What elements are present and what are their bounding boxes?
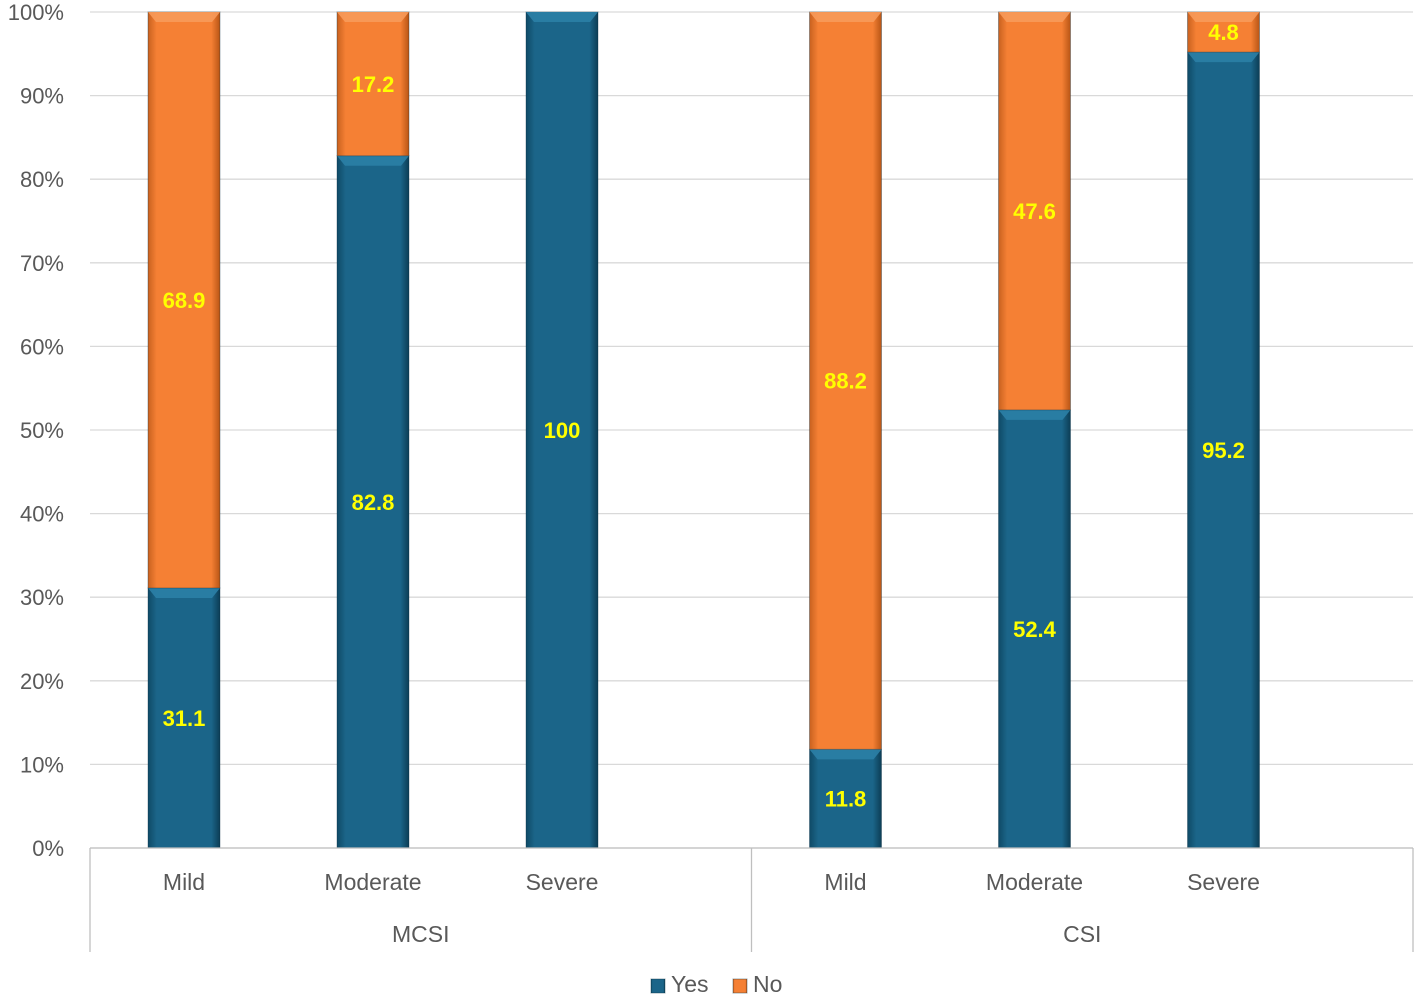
bar-no bbox=[147, 11, 221, 589]
data-label: 31.1 bbox=[163, 706, 206, 731]
bar-bevel bbox=[1187, 12, 1260, 22]
y-tick-label: 70% bbox=[20, 251, 64, 276]
bar-bevel bbox=[1187, 52, 1260, 63]
data-labels: 31.1 68.9 82.8 17.2 100 11.8 88.2 52.4 47.6 95.2 4… bbox=[163, 20, 1245, 812]
data-label: 82.8 bbox=[352, 490, 395, 515]
bar-bevel bbox=[148, 12, 220, 22]
bar-bevel bbox=[998, 409, 1071, 420]
bar-bevel bbox=[526, 12, 598, 22]
bar-yes bbox=[336, 155, 410, 849]
legend-label: Yes bbox=[671, 971, 709, 997]
data-label: 11.8 bbox=[825, 787, 867, 812]
bar-yes bbox=[147, 587, 221, 849]
y-tick-label: 90% bbox=[20, 84, 64, 109]
bar-bevel bbox=[809, 12, 882, 22]
y-tick-label: 60% bbox=[20, 334, 64, 359]
bar-bevel bbox=[809, 749, 882, 760]
category-label: Severe bbox=[1187, 869, 1260, 895]
y-tick-label: 100% bbox=[8, 0, 64, 25]
category-label: Severe bbox=[526, 869, 599, 895]
data-label: 88.2 bbox=[824, 369, 867, 394]
category-label: Mild bbox=[163, 869, 205, 895]
legend-swatch bbox=[650, 978, 666, 994]
y-tick-label: 0% bbox=[32, 836, 64, 861]
bar-yes bbox=[998, 409, 1071, 849]
data-label: 68.9 bbox=[163, 288, 206, 313]
data-label: 95.2 bbox=[1202, 438, 1245, 463]
bar-yes bbox=[1187, 51, 1260, 849]
x-axis: Mild Moderate Severe MCSI Mild Moderate Severe… bbox=[89, 847, 1414, 952]
y-tick-label: 10% bbox=[20, 752, 64, 777]
bar-bevel bbox=[148, 588, 220, 599]
bar-no bbox=[998, 11, 1071, 411]
group-label: CSI bbox=[1063, 921, 1101, 947]
bar-no bbox=[809, 11, 882, 750]
data-label: 17.2 bbox=[352, 72, 395, 97]
y-tick-label: 40% bbox=[20, 502, 64, 527]
legend-label: No bbox=[753, 971, 782, 997]
data-label: 100 bbox=[544, 418, 581, 443]
bar-bevel bbox=[998, 12, 1071, 22]
legend-swatch bbox=[732, 978, 748, 994]
data-label: 47.6 bbox=[1013, 199, 1056, 224]
category-label: Mild bbox=[824, 869, 866, 895]
bar-bevel bbox=[337, 155, 409, 166]
y-tick-label: 80% bbox=[20, 167, 64, 192]
bars bbox=[147, 11, 1260, 849]
data-label: 4.8 bbox=[1208, 20, 1239, 45]
group-label: MCSI bbox=[392, 921, 450, 947]
y-tick-label: 30% bbox=[20, 585, 64, 610]
data-label: 52.4 bbox=[1013, 617, 1057, 642]
bar-no bbox=[336, 11, 410, 157]
category-label: Moderate bbox=[324, 869, 421, 895]
y-tick-label: 20% bbox=[20, 669, 64, 694]
legend: Yes No bbox=[650, 971, 782, 997]
y-tick-label: 50% bbox=[20, 418, 64, 443]
bar-bevel bbox=[337, 12, 409, 22]
y-axis: 0% 10% 20% 30% 40% 50% 60% 70% 80% 90% 100% bbox=[8, 0, 64, 861]
category-label: Moderate bbox=[986, 869, 1083, 895]
